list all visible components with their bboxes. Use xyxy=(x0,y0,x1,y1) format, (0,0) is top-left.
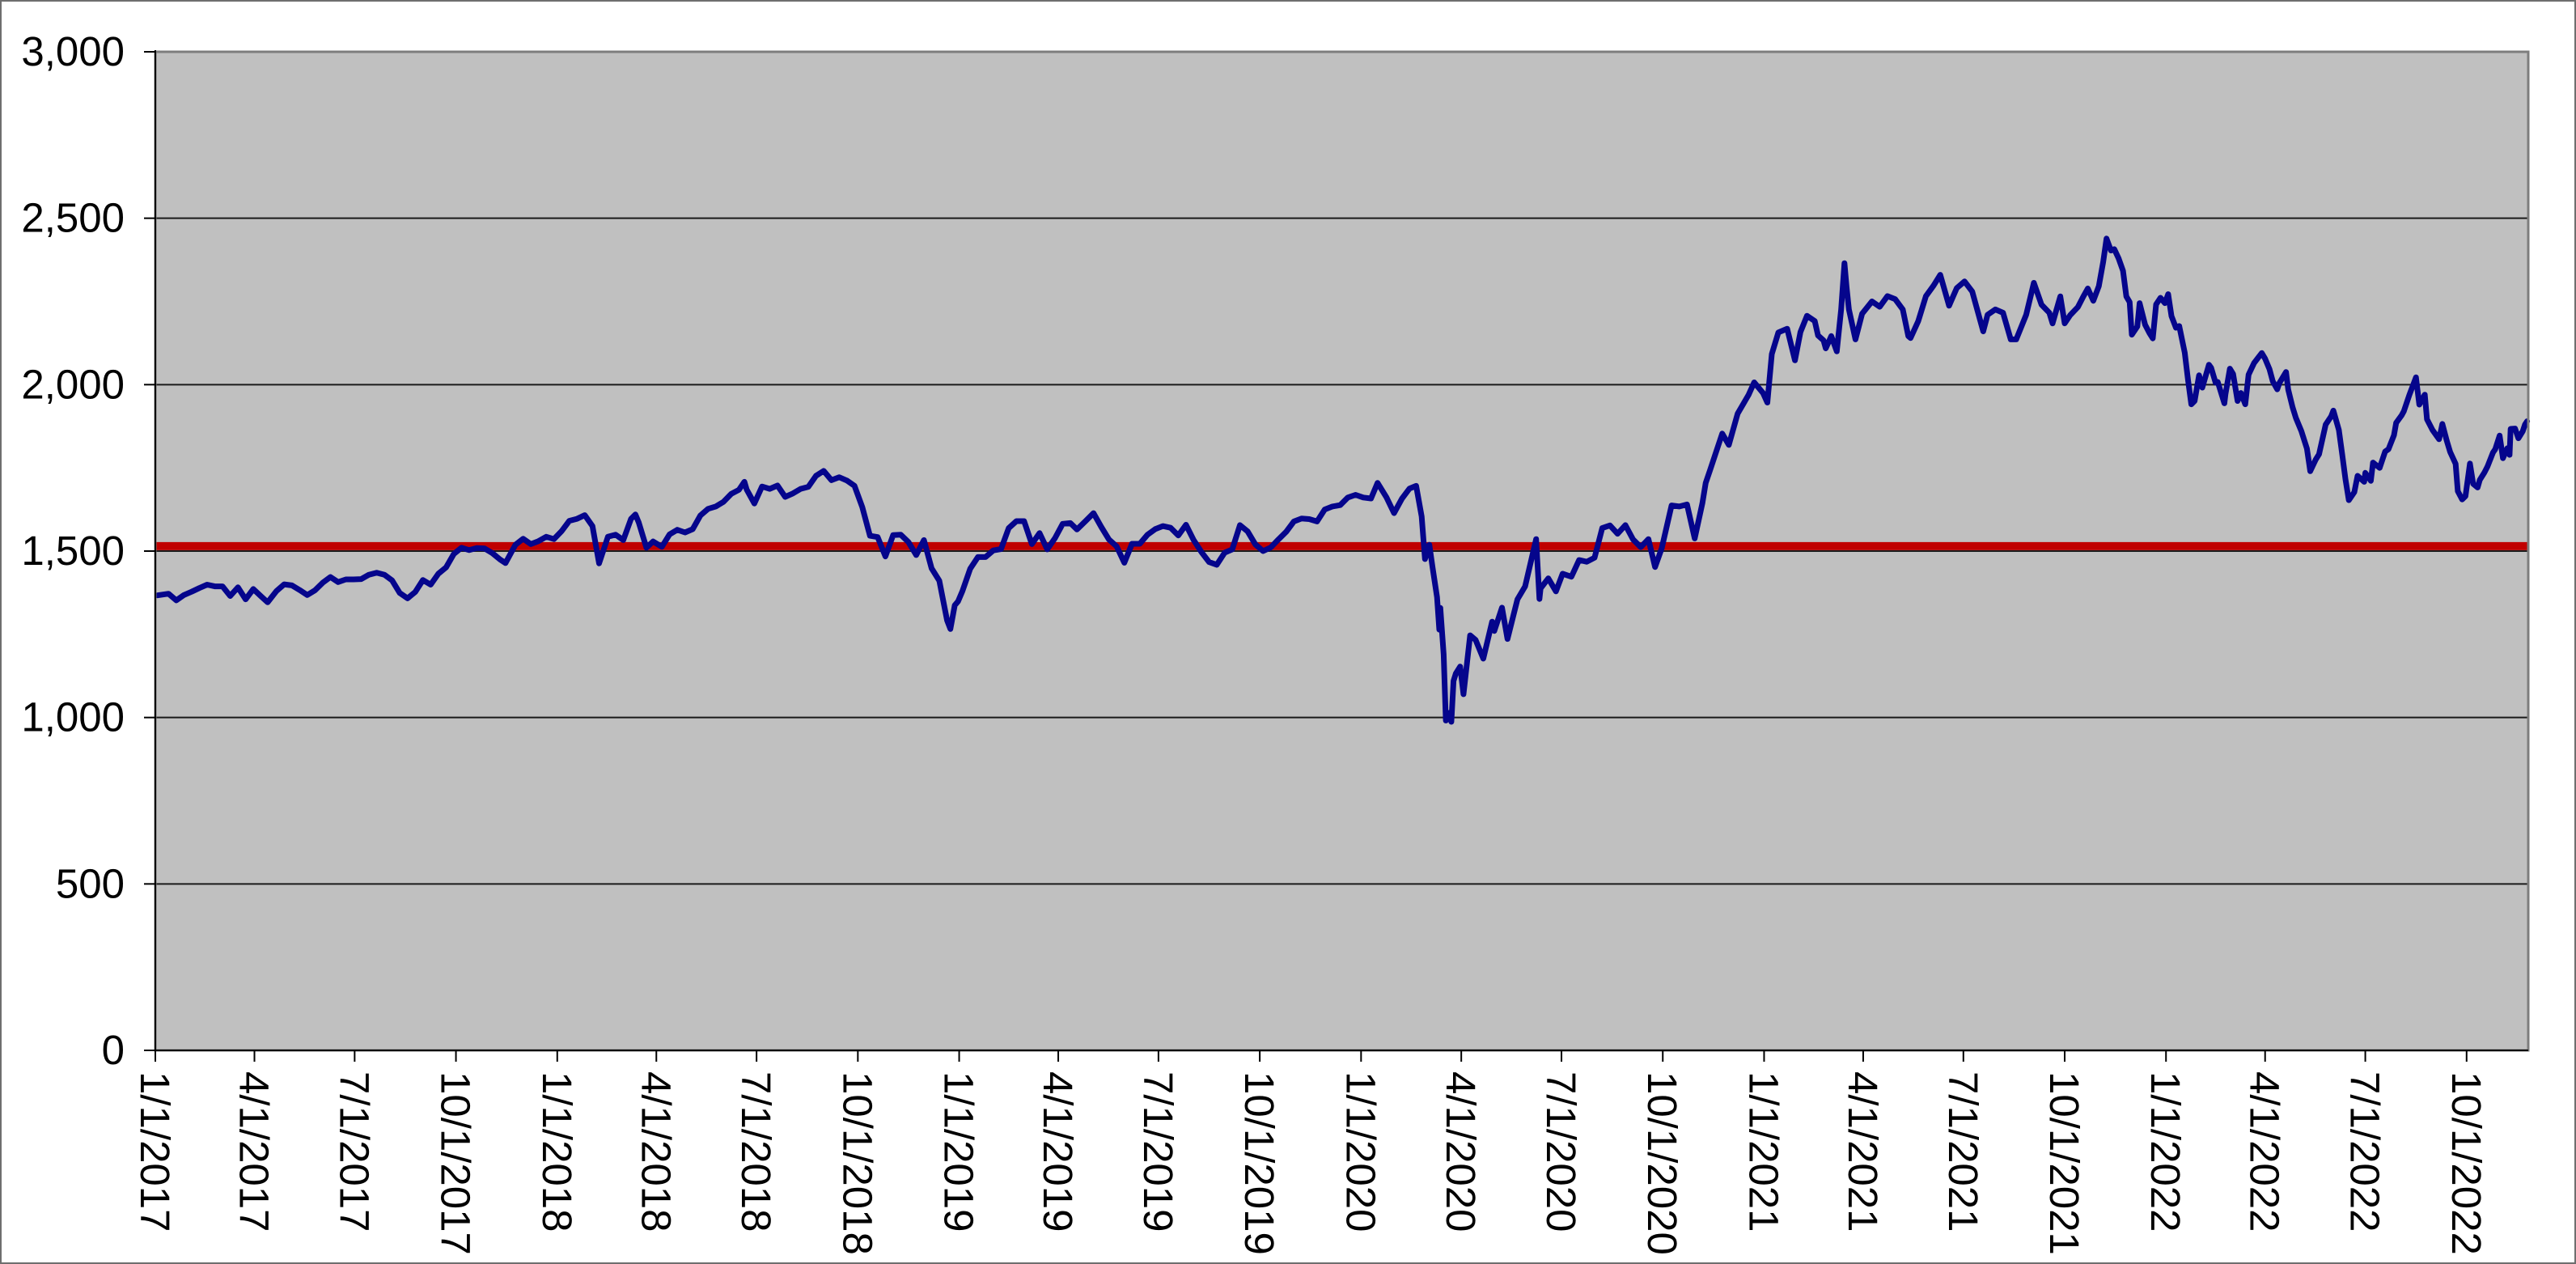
y-tick-label: 2,000 xyxy=(21,361,125,407)
y-tick-label: 500 xyxy=(56,860,125,906)
x-tick-label: 7/1/2021 xyxy=(1940,1071,1986,1232)
x-tick-label: 10/1/2021 xyxy=(2041,1071,2087,1255)
y-tick-label: 3,000 xyxy=(21,28,125,74)
x-tick-label: 4/1/2022 xyxy=(2242,1071,2288,1232)
x-tick-label: 4/1/2018 xyxy=(633,1071,679,1232)
y-tick-label: 0 xyxy=(102,1027,125,1073)
data-series-line xyxy=(155,235,2531,725)
x-axis-ticks xyxy=(155,1050,2468,1062)
y-tick-label: 2,500 xyxy=(21,195,125,241)
x-tick-label: 1/1/2021 xyxy=(1741,1071,1787,1232)
x-tick-label: 1/1/2022 xyxy=(2142,1071,2188,1232)
y-tick-label: 1,500 xyxy=(21,528,125,574)
x-tick-label: 10/1/2020 xyxy=(1639,1071,1685,1255)
x-tick-label: 7/1/2017 xyxy=(331,1071,377,1232)
x-tick-label: 4/1/2020 xyxy=(1438,1071,1484,1232)
x-tick-label: 7/1/2018 xyxy=(733,1071,779,1232)
x-tick-label: 7/1/2020 xyxy=(1538,1071,1584,1232)
x-tick-label: 10/1/2019 xyxy=(1236,1071,1282,1255)
x-tick-label: 4/1/2017 xyxy=(231,1071,278,1232)
x-tick-label: 1/1/2017 xyxy=(132,1071,178,1232)
horizontal-gridlines xyxy=(155,217,2528,885)
x-tick-label: 4/1/2021 xyxy=(1840,1071,1886,1232)
y-axis-labels: 0 500 1,000 1,500 2,000 2,500 3,000 xyxy=(21,28,125,1073)
x-tick-label: 10/1/2017 xyxy=(433,1071,479,1255)
x-tick-label: 1/1/2018 xyxy=(534,1071,580,1232)
x-tick-label: 10/1/2018 xyxy=(834,1071,880,1255)
x-axis-labels: 1/1/2017 4/1/2017 7/1/2017 10/1/2017 1/1/201… xyxy=(132,1071,2489,1255)
x-tick-label: 1/1/2019 xyxy=(936,1071,982,1232)
x-tick-label: 7/1/2019 xyxy=(1135,1071,1181,1232)
x-tick-label: 10/1/2022 xyxy=(2443,1071,2489,1255)
x-tick-label: 1/1/2020 xyxy=(1337,1071,1383,1232)
x-tick-label: 7/1/2022 xyxy=(2342,1071,2388,1232)
y-axis-ticks xyxy=(144,51,155,1051)
y-tick-label: 1,000 xyxy=(21,694,125,740)
x-tick-label: 4/1/2019 xyxy=(1035,1071,1081,1232)
